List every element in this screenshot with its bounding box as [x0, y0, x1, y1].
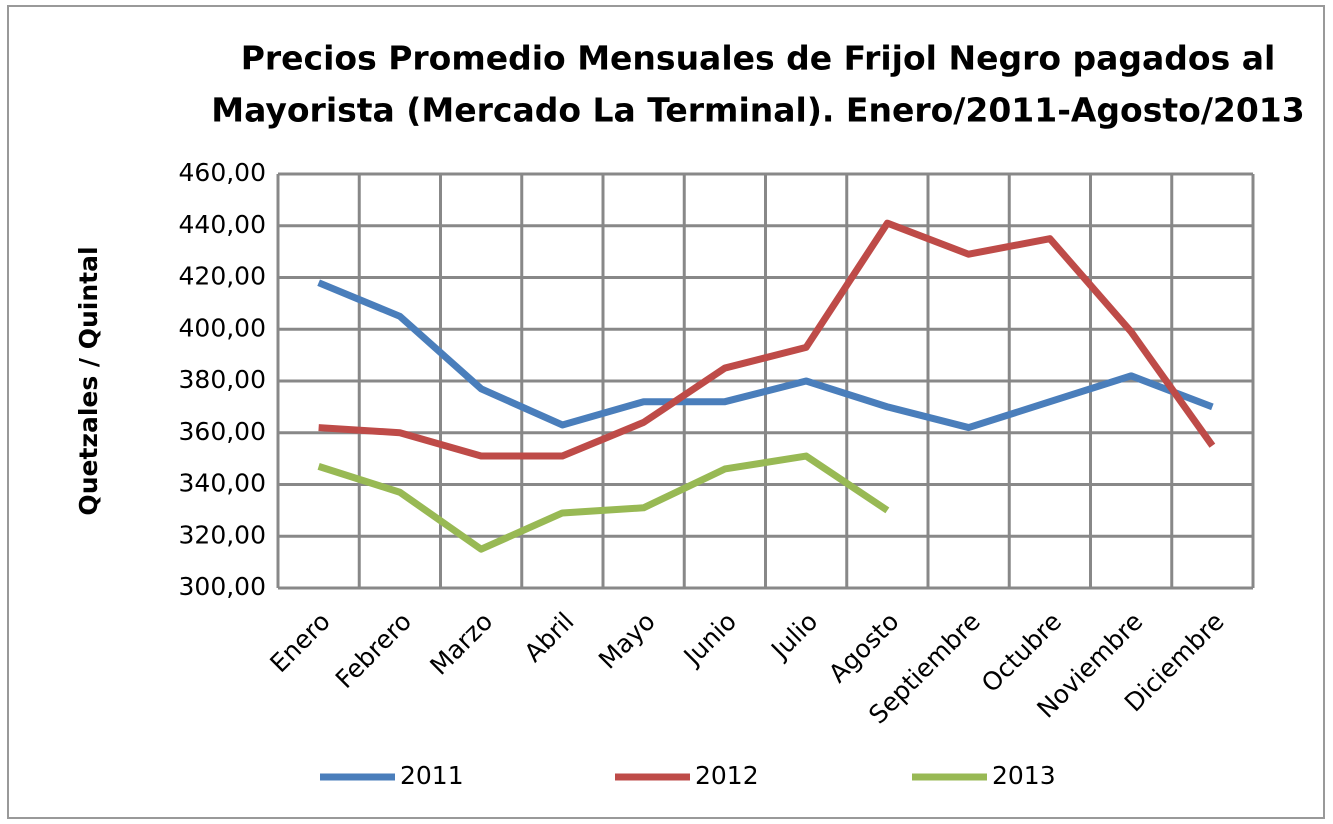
- y-tick-label: 420,00: [179, 262, 266, 291]
- y-tick-label: 340,00: [179, 469, 266, 498]
- y-tick-label: 400,00: [179, 313, 266, 342]
- y-tick-label: 380,00: [179, 365, 266, 394]
- y-tick-label: 460,00: [179, 158, 266, 187]
- legend-label: 2013: [992, 761, 1056, 790]
- chart-frame: [7, 5, 1325, 819]
- series-line: [318, 219, 1216, 460]
- y-axis-label: Quetzales / Quintal: [74, 246, 103, 515]
- series-line: [317, 279, 1214, 432]
- y-tick-label: 440,00: [179, 210, 266, 239]
- legend-label: 2012: [695, 761, 759, 790]
- chart-title: Mayorista (Mercado La Terminal). Enero/2…: [211, 91, 1304, 130]
- chart-title: Precios Promedio Mensuales de Frijol Neg…: [241, 39, 1276, 78]
- y-tick-label: 360,00: [179, 417, 266, 446]
- series-line: [317, 452, 890, 553]
- y-tick-label: 320,00: [179, 520, 266, 549]
- y-tick-label: 300,00: [179, 572, 266, 601]
- legend-label: 2011: [400, 761, 464, 790]
